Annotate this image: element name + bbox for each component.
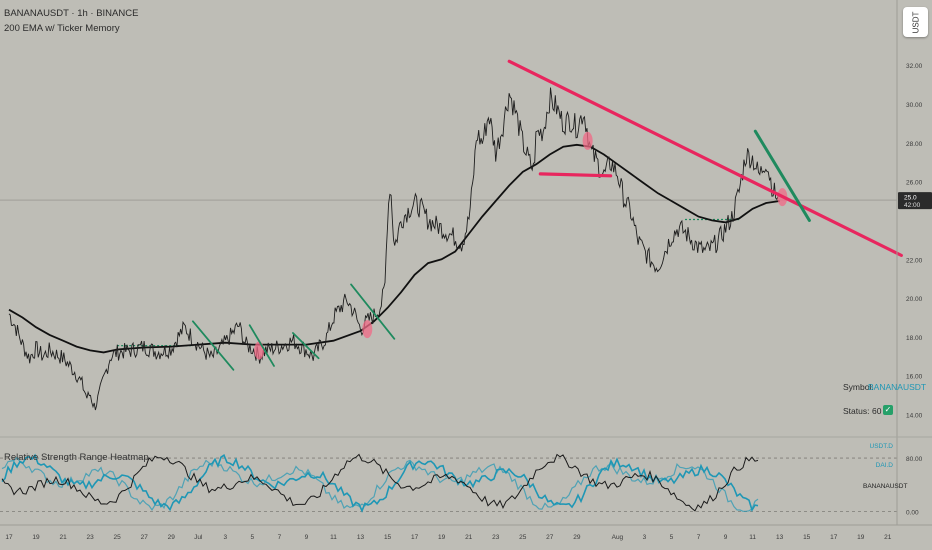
time-tick-label: 25 <box>519 534 527 541</box>
current-price-tag <box>898 192 932 210</box>
status-label: Status: <box>843 406 870 416</box>
price-tick-label: 18.00 <box>906 335 923 342</box>
ema-line <box>8 143 780 354</box>
time-tick-label: 9 <box>305 534 309 541</box>
time-tick-label: 3 <box>224 534 228 541</box>
price-tick-label: 32.00 <box>906 63 923 70</box>
time-tick-label: 11 <box>330 534 337 541</box>
time-tick-label: 7 <box>697 534 701 541</box>
oscillator-line <box>1 453 759 512</box>
time-tick-label: 21 <box>465 534 473 541</box>
time-tick-label: 13 <box>357 534 365 541</box>
signal-markers <box>254 131 788 360</box>
lower-panel-title: Relative Strength Range Heatmap <box>4 452 149 463</box>
time-tick-label: 11 <box>749 534 756 541</box>
legend-dai-d: DAI.D <box>875 462 893 469</box>
time-tick-label: 19 <box>857 534 865 541</box>
time-tick-label: 17 <box>830 534 838 541</box>
time-tick-label: Aug <box>612 534 624 541</box>
time-tick-label: 7 <box>278 534 282 541</box>
current-price-label: 25.0 <box>904 195 917 202</box>
dotted-levels <box>117 218 740 347</box>
countdown-label: 42:00 <box>904 202 921 209</box>
time-tick-label: 3 <box>643 534 647 541</box>
signal-marker <box>582 131 593 150</box>
price-line <box>8 87 780 411</box>
time-tick-label: 5 <box>670 534 674 541</box>
time-tick-label: 17 <box>5 534 13 541</box>
time-tick-label: 13 <box>776 534 784 541</box>
chart-title: BANANAUSDT · 1h · BINANCE <box>4 8 139 19</box>
breakout-trendline <box>248 324 275 367</box>
legend-usdt-d: USDT.D <box>869 443 893 450</box>
time-tick-label: 21 <box>59 534 67 541</box>
symbol-value: BANANAUSDT <box>868 382 927 392</box>
resistance-trendline <box>538 172 613 178</box>
lower-tick-label: 0.00 <box>906 510 919 517</box>
gridlines <box>0 199 897 513</box>
time-tick-label: 9 <box>724 534 728 541</box>
check-icon: ✓ <box>883 405 893 415</box>
indicator-name: 200 EMA w/ Ticker Memory <box>4 23 120 34</box>
time-tick-label: 15 <box>384 534 392 541</box>
legend-bananausdt: BANANAUSDT <box>863 483 908 490</box>
price-tick-label: 16.00 <box>906 374 923 381</box>
price-series <box>8 87 780 411</box>
time-tick-label: 25 <box>114 534 122 541</box>
time-tick-label: 21 <box>884 534 892 541</box>
signal-marker <box>362 320 373 339</box>
symbol-label: Symbol: <box>843 382 874 392</box>
price-tick-label: 28.00 <box>906 141 923 148</box>
resistance-trendline <box>507 59 903 257</box>
time-tick-label: 27 <box>141 534 149 541</box>
time-tick-label: 29 <box>168 534 176 541</box>
time-tick-label: Jul <box>194 534 203 541</box>
time-tick-label: 15 <box>803 534 811 541</box>
breakout-trendline <box>191 320 235 371</box>
trendlines <box>191 59 903 371</box>
currency-button[interactable]: USDT <box>903 7 928 37</box>
time-tick-label: 23 <box>492 534 500 541</box>
price-tick-label: 26.00 <box>906 180 923 187</box>
oscillator-line <box>1 456 759 512</box>
ema-200-line <box>8 143 780 354</box>
breakout-trendline <box>292 332 320 360</box>
time-tick-label: 19 <box>438 534 446 541</box>
price-tick-label: 22.00 <box>906 257 923 264</box>
time-tick-label: 29 <box>573 534 581 541</box>
breakout-trendline <box>350 283 396 340</box>
time-tick-label: 17 <box>411 534 419 541</box>
time-tick-label: 5 <box>251 534 255 541</box>
lower-panel <box>1 453 759 513</box>
price-tick-label: 14.00 <box>906 412 923 419</box>
lower-tick-label: 80.00 <box>906 456 923 463</box>
price-tick-label: 20.00 <box>906 296 923 303</box>
currency-label: USDT <box>911 11 920 33</box>
time-tick-label: 27 <box>546 534 554 541</box>
status-value: 60 <box>872 406 882 416</box>
price-tick-label: 30.00 <box>906 102 923 109</box>
oscillator-line <box>1 453 759 513</box>
signal-marker <box>254 341 265 360</box>
breakout-trendline <box>753 129 811 222</box>
time-tick-label: 23 <box>87 534 95 541</box>
time-tick-label: 19 <box>32 534 40 541</box>
